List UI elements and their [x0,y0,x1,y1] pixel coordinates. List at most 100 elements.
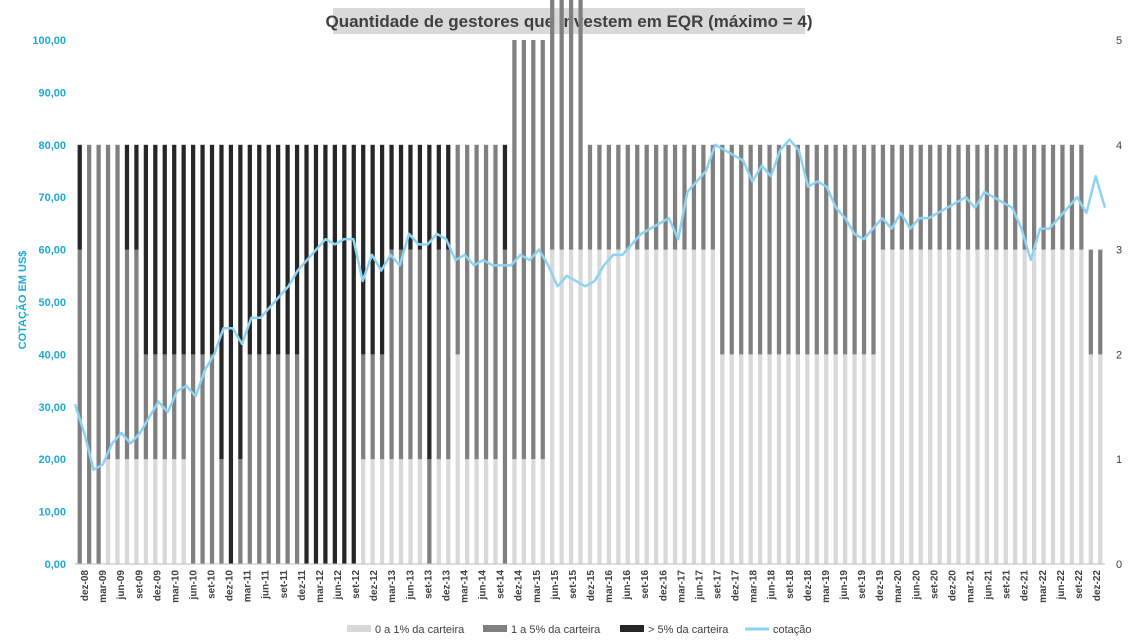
legend-label: 1 a 5% da carteira [511,624,601,636]
x-tick-label: dez-12 [369,570,380,602]
legend-swatch [483,625,507,632]
bar-segment-mid [559,0,564,250]
y-left-tick-label: 40,00 [38,349,66,361]
bar-segment-low [606,249,612,564]
bar-segment-high [398,144,404,250]
x-tick-label: mar-18 [749,570,760,603]
bar-segment-mid [805,144,810,355]
bar-segment-mid [455,144,460,355]
y-right-tick-label: 3 [1116,245,1122,257]
y-left-tick-label: 50,00 [38,297,66,309]
bar-segment-mid [578,0,583,250]
bar-segment-low [871,354,876,564]
bar-segment-low [909,249,914,564]
bar-segment-mid [635,144,640,250]
bar-segment-low [748,354,753,564]
bar-segment-low [1088,354,1093,564]
x-tick-label: jun-15 [550,570,561,601]
bar-segment-low [654,249,659,564]
x-tick-label: jun-17 [694,570,705,601]
bar-segment-low [1050,249,1056,564]
y-left-tick-label: 10,00 [38,507,66,519]
bar-segment-mid [701,144,706,250]
bar-segment-mid [729,144,734,355]
x-tick-label: mar-19 [821,570,832,603]
bar-segment-mid [398,249,404,460]
bar-segment-high [153,144,158,355]
bar-segment-mid [616,144,621,250]
bar-segment-high [408,144,413,250]
bar-segment-mid [247,354,252,564]
bar-segment-mid [531,40,536,460]
bar-segment-mid [1032,144,1037,250]
x-tick-label: mar-11 [243,570,254,603]
bar-segment-mid [739,144,744,355]
bar-segment-mid [776,144,782,355]
bar-segment-mid [606,144,612,250]
bar-segment-mid [1050,144,1056,250]
bar-segment-low [474,459,479,564]
x-tick-label: dez-20 [947,570,958,602]
bar-segment-low [814,354,819,564]
bar-segment-low [134,459,139,564]
bar-segment-mid [238,459,243,564]
legend-swatch [347,625,371,632]
bar-segment-low [852,354,857,564]
bar-segment-high [181,144,186,355]
y-left-tick-label: 70,00 [38,192,66,204]
x-tick-label: dez-08 [80,570,91,602]
bar-segment-mid [644,144,649,250]
bar-segment-mid [417,249,423,460]
bar-segment-low [115,459,120,564]
bar-segment-low [379,459,385,564]
x-tick-label: jun-18 [767,570,778,601]
bar-segment-mid [814,144,819,355]
bar-segment-low [587,249,593,564]
bar-segment-low [172,459,177,564]
bar-segment-mid [833,144,838,355]
bar-segment-mid [748,144,753,355]
bar-segment-mid [909,144,914,250]
bar-segment-mid [1022,144,1027,250]
y-left-tick-label: 90,00 [38,87,66,99]
bar-segment-high [370,144,375,355]
bar-segment-low [672,249,678,564]
bar-segment-high [276,144,281,355]
bar-segment-mid [408,249,413,460]
bar-segment-low [465,459,470,564]
price-line [73,138,1107,471]
bar-segment-mid [550,0,555,250]
x-tick-label: jun-20 [911,570,922,601]
x-tick-label: mar-16 [604,570,615,603]
bar-segment-low [1041,249,1046,564]
bar-segment-high [417,144,423,250]
bar-segment-mid [190,354,196,564]
bar-segment-high [351,144,356,565]
legend-label: > 5% da carteira [648,624,729,636]
bar-segment-high [238,144,243,460]
bar-segment-mid [767,144,772,355]
bar-segment-mid [294,354,300,564]
x-tick-label: dez-19 [875,570,886,602]
bar-segment-high [294,144,300,355]
bar-segment-mid [824,144,829,355]
bar-segment-low [1079,249,1084,564]
y-right-tick-label: 2 [1116,349,1122,361]
bar-segment-low [824,354,829,564]
y-right-tick-label: 4 [1116,140,1122,152]
bar-segment-high [342,144,347,565]
bar-segment-low [568,249,574,564]
bar-segment-low [153,459,158,564]
bar-segment-low [767,354,772,564]
x-tick-label: set-09 [134,570,145,599]
bar-segment-low [691,249,697,564]
bar-segment-mid [663,144,668,250]
bar-series [77,0,1103,565]
x-tick-label: set-11 [279,570,290,599]
bar-segment-mid [710,144,715,250]
y-right-tick-label: 0 [1116,559,1122,571]
bar-segment-low [143,459,148,564]
bar-segment-low [124,459,130,564]
x-tick-label: dez-11 [297,570,308,601]
